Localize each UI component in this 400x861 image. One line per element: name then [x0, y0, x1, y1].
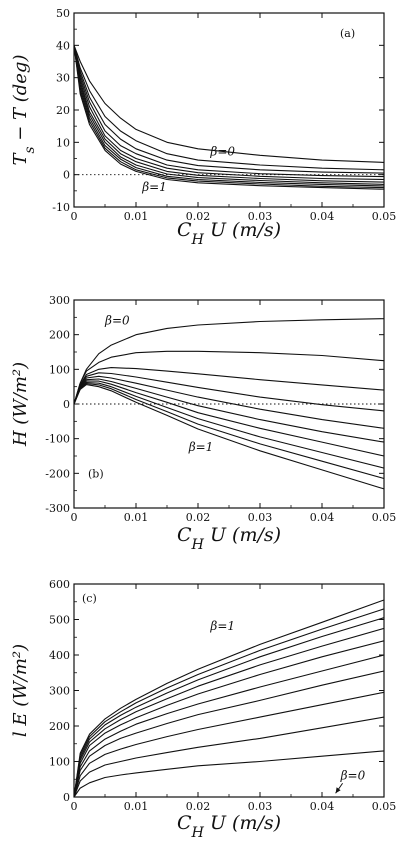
- y-axis-label: l E (W/m²): [10, 644, 31, 737]
- plot-frame: [73, 583, 385, 798]
- y-tick-label: 300: [49, 685, 70, 698]
- beta-annotation-2: β=1: [141, 180, 167, 194]
- series-line-3: [73, 691, 385, 798]
- series-line-5: [73, 45, 385, 181]
- x-tick-label: 0.01: [124, 511, 149, 524]
- beta-annotation-1: β=0: [209, 144, 235, 158]
- y-tick-label: 100: [49, 363, 70, 376]
- y-axis-label: Ts − T (deg): [10, 55, 38, 166]
- y-tick-label: 500: [49, 614, 70, 627]
- series-line-7: [73, 380, 385, 457]
- x-tick-label: 0.03: [248, 511, 273, 524]
- y-tick-label: 0: [63, 169, 70, 182]
- y-tick-label: 100: [49, 756, 70, 769]
- x-tick-label: 0.01: [124, 800, 149, 813]
- series-line-2: [73, 45, 385, 171]
- series-line-2: [73, 350, 385, 405]
- beta-annotation-1: β=0: [104, 313, 130, 327]
- series-line-3: [73, 367, 385, 405]
- y-tick-label: 200: [49, 329, 70, 342]
- y-tick-label: 40: [56, 39, 70, 52]
- y-tick-label: 200: [49, 720, 70, 733]
- beta-annotation-1: β=1: [209, 619, 235, 633]
- x-tick-label: 0.04: [310, 511, 335, 524]
- beta-annotation-2: β=1: [188, 440, 214, 454]
- series-line-1: [73, 45, 385, 163]
- series-line-8: [73, 381, 385, 469]
- y-tick-label: 0: [63, 398, 70, 411]
- y-tick-label: -300: [45, 502, 70, 515]
- x-tick-label: 0.02: [186, 800, 211, 813]
- series-line-4: [73, 670, 385, 798]
- x-tick-label: 0.02: [186, 210, 211, 223]
- series-line-1: [73, 318, 385, 405]
- chart-panel-2: 0 0.01 0.02 0.03 0.04 0.05 -300 -200 -100 0 100 200…: [10, 294, 396, 553]
- series-line-4: [73, 372, 385, 412]
- x-tick-label: 0.01: [124, 210, 149, 223]
- series-line-9: [73, 45, 385, 189]
- y-tick-label: 300: [49, 294, 70, 307]
- series-line-9: [73, 382, 385, 480]
- series-line-1: [73, 750, 385, 798]
- y-tick-label: -10: [52, 201, 70, 214]
- panel-label: (a): [340, 27, 355, 40]
- series-line-4: [73, 45, 385, 178]
- y-tick-label: 400: [49, 649, 70, 662]
- y-tick-label: 0: [63, 791, 70, 804]
- series-line-10: [73, 384, 385, 490]
- y-tick-label: 20: [56, 104, 70, 117]
- y-tick-label: 10: [56, 136, 70, 149]
- x-tick-label: 0.05: [372, 800, 397, 813]
- series-line-5: [73, 375, 385, 429]
- y-tick-label: 30: [56, 72, 70, 85]
- y-tick-label: -100: [45, 433, 70, 446]
- series-line-10: [73, 599, 385, 798]
- x-axis-label: CH U (m/s): [177, 219, 281, 248]
- series-line-6: [73, 640, 385, 798]
- chart-panel-3: 0 0.01 0.02 0.03 0.04 0.05 0 100 200 300 400 500 600…: [10, 578, 396, 841]
- plot-frame: [73, 12, 385, 208]
- series-line-7: [73, 627, 385, 798]
- beta-annotation-2: β=0: [340, 768, 366, 782]
- plot-frame: [73, 299, 385, 509]
- panel-label: (c): [82, 592, 97, 605]
- x-axis-label: CH U (m/s): [177, 524, 281, 553]
- x-axis-label: CH U (m/s): [177, 812, 281, 841]
- series-line-2: [73, 716, 385, 798]
- series-line-8: [73, 45, 385, 187]
- y-tick-label: -200: [45, 467, 70, 480]
- x-tick-label: 0.04: [310, 800, 335, 813]
- series-line-9: [73, 608, 385, 798]
- series-line-3: [73, 45, 385, 174]
- x-tick-label: 0: [71, 210, 78, 223]
- x-tick-label: 0.02: [186, 511, 211, 524]
- annotation-arrow-head: [335, 787, 341, 794]
- x-tick-label: 0.04: [310, 210, 335, 223]
- y-tick-label: 50: [56, 7, 70, 20]
- series-line-10: [73, 45, 385, 190]
- x-tick-label: 0.05: [372, 210, 397, 223]
- x-tick-label: 0.03: [248, 210, 273, 223]
- y-tick-label: 600: [49, 578, 70, 591]
- x-tick-label: 0: [71, 800, 78, 813]
- chart-panel-1: 0 0.01 0.02 0.03 0.04 0.05-1001020304050β=0β=…: [10, 7, 396, 248]
- series-line-7: [73, 45, 385, 185]
- panel-label: (b): [88, 467, 104, 480]
- x-tick-label: 0.05: [372, 511, 397, 524]
- y-axis-label: H (W/m²): [10, 362, 31, 447]
- series-line-6: [73, 45, 385, 183]
- series-line-8: [73, 617, 385, 798]
- series-line-5: [73, 654, 385, 798]
- series-line-6: [73, 378, 385, 443]
- x-tick-label: 0.03: [248, 800, 273, 813]
- x-tick-label: 0: [71, 511, 78, 524]
